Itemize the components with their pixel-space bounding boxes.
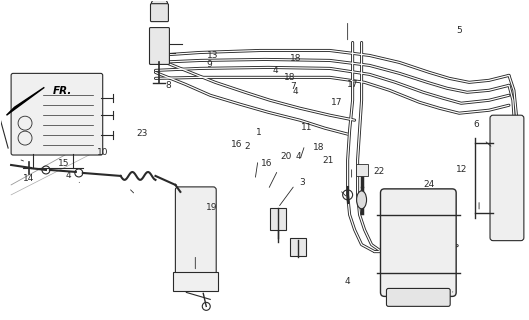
- Text: 21: 21: [322, 156, 333, 164]
- FancyBboxPatch shape: [150, 28, 169, 64]
- Text: 17: 17: [347, 80, 359, 89]
- Text: 3: 3: [299, 178, 305, 187]
- Text: 23: 23: [136, 129, 148, 138]
- Text: 2: 2: [245, 142, 250, 151]
- FancyBboxPatch shape: [174, 271, 218, 292]
- Text: 15: 15: [58, 159, 69, 168]
- Text: 18: 18: [290, 54, 302, 63]
- Text: 4: 4: [345, 276, 351, 285]
- Text: 20: 20: [280, 152, 291, 161]
- Text: FR.: FR.: [52, 86, 71, 96]
- Text: 16: 16: [261, 159, 273, 168]
- Text: 19: 19: [206, 203, 217, 212]
- Text: 9: 9: [206, 60, 212, 69]
- Text: 10: 10: [96, 148, 108, 156]
- Text: 14: 14: [23, 174, 34, 183]
- Text: 24: 24: [423, 180, 434, 189]
- FancyBboxPatch shape: [150, 4, 168, 22]
- Text: 18: 18: [284, 73, 296, 82]
- Text: 6: 6: [473, 120, 479, 130]
- Bar: [270, 208, 286, 230]
- Ellipse shape: [357, 191, 367, 209]
- Text: 7: 7: [290, 82, 296, 91]
- Text: 4: 4: [66, 171, 71, 180]
- Text: 12: 12: [457, 165, 468, 174]
- FancyBboxPatch shape: [11, 73, 103, 155]
- Text: 4: 4: [272, 66, 278, 75]
- FancyBboxPatch shape: [387, 288, 450, 306]
- Polygon shape: [6, 87, 44, 115]
- FancyBboxPatch shape: [490, 115, 524, 241]
- FancyBboxPatch shape: [176, 187, 216, 275]
- Text: 4: 4: [296, 152, 302, 161]
- Text: 5: 5: [457, 27, 462, 36]
- Text: 13: 13: [207, 51, 218, 60]
- Text: 4: 4: [292, 87, 298, 96]
- Ellipse shape: [151, 0, 168, 10]
- Bar: [290, 238, 306, 256]
- Text: 16: 16: [231, 140, 243, 149]
- Text: 8: 8: [166, 81, 171, 90]
- FancyBboxPatch shape: [380, 189, 456, 296]
- Bar: [355, 164, 368, 176]
- Text: 1: 1: [257, 128, 262, 137]
- Text: 17: 17: [332, 98, 343, 107]
- Text: 22: 22: [373, 167, 385, 176]
- Text: 18: 18: [313, 143, 324, 152]
- Text: 11: 11: [301, 123, 313, 132]
